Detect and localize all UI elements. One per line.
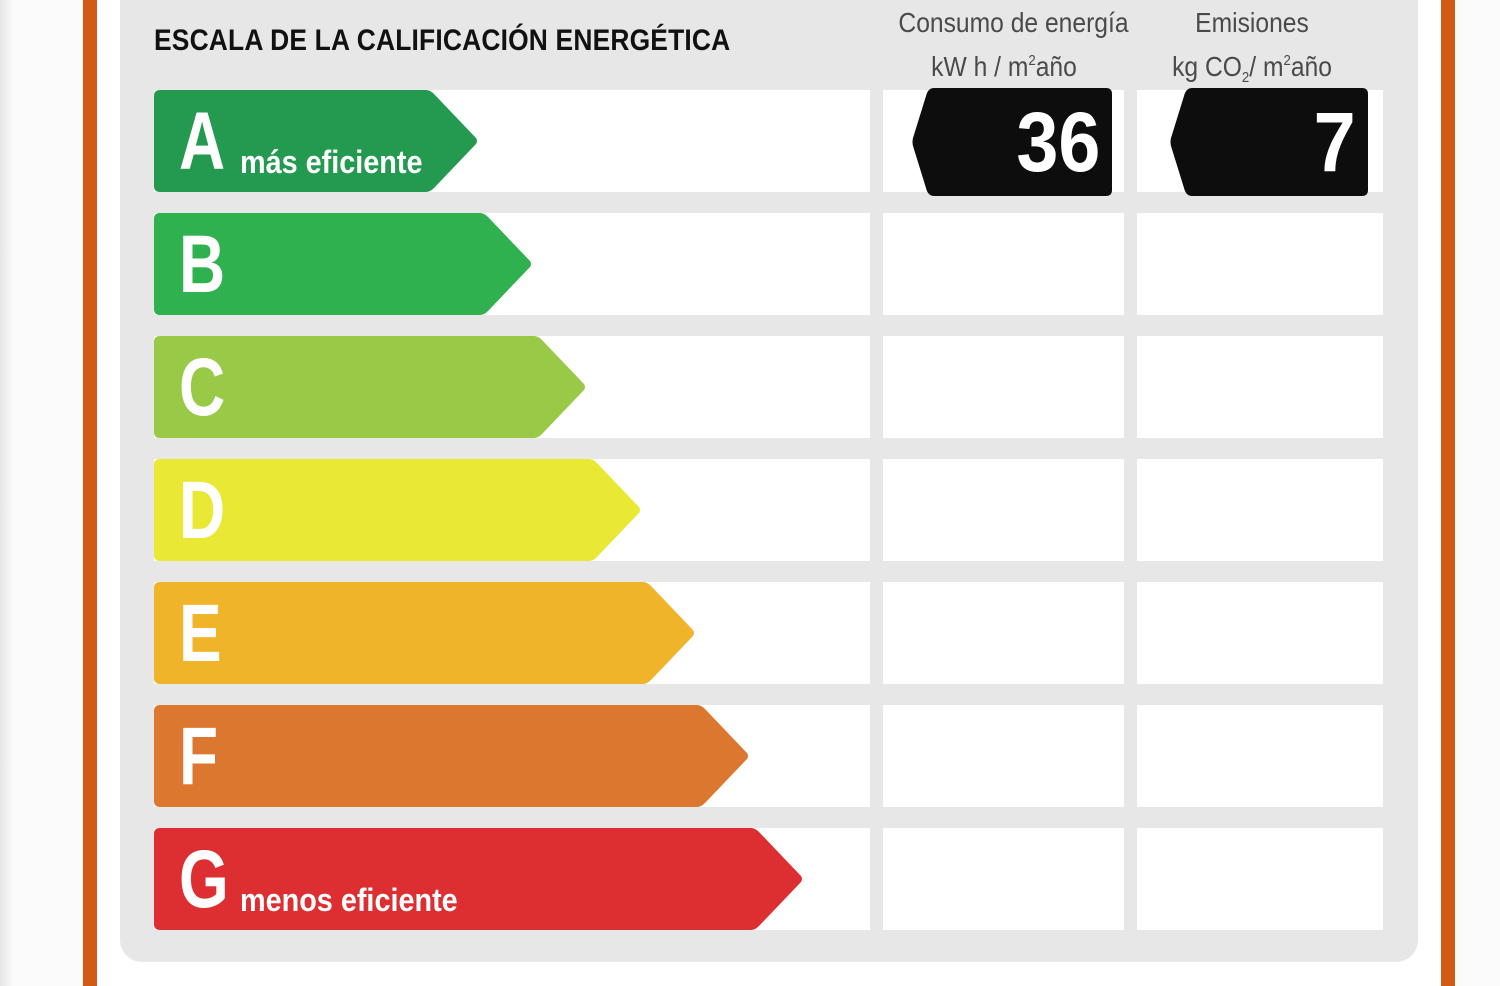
emissions-cell-c <box>1137 336 1383 438</box>
scale-title: ESCALA DE LA CALIFICACIÓN ENERGÉTICA <box>154 24 731 57</box>
emissions-cell-e <box>1137 582 1383 684</box>
energy-unit-sup: 2 <box>1028 52 1036 69</box>
rating-letter-c: C <box>179 342 226 433</box>
energy-cell-c <box>883 336 1124 438</box>
emissions-unit-suffix: año <box>1290 51 1332 82</box>
energy-header-line1: Consumo de energía <box>898 7 1129 38</box>
rating-letter-b: B <box>179 219 226 310</box>
energy-value-tag-shape <box>912 88 1112 196</box>
emissions-header-line1: Emisiones <box>1195 7 1309 38</box>
emissions-unit-sub: 2 <box>1241 69 1250 86</box>
emissions-cell-d <box>1137 459 1383 561</box>
energy-cell-e <box>883 582 1124 684</box>
energy-unit-suffix: año <box>1035 51 1077 82</box>
rating-arrow-shape-g <box>154 828 802 930</box>
emissions-unit-sup: 2 <box>1283 52 1291 69</box>
emissions-unit-prefix: kg CO <box>1172 51 1242 82</box>
energy-value-tag-fill <box>912 88 1112 196</box>
rating-arrow-shape-b <box>154 213 531 315</box>
emissions-value-tag-shape <box>1170 88 1368 196</box>
emissions-cell-g <box>1137 828 1383 930</box>
emissions-column-header: Emisiones kg CO2/ m2año <box>1146 4 1357 97</box>
page-edge-shadow <box>0 0 14 986</box>
rating-arrow-fill-e <box>154 582 694 684</box>
rating-letter-d: D <box>179 465 226 556</box>
emissions-cell-f <box>1137 705 1383 807</box>
energy-cell-g <box>883 828 1124 930</box>
rating-arrow-d: D <box>154 459 641 561</box>
rating-arrow-f: F <box>154 705 749 807</box>
rating-letter-f: F <box>179 711 219 802</box>
emissions-value-tag-value: 7 <box>1313 95 1356 189</box>
rating-arrow-fill-f <box>154 705 748 807</box>
emissions-unit-mid: / m <box>1249 51 1284 82</box>
rating-arrow-fill-c <box>154 336 585 438</box>
energy-header-unit: kW h / m2año <box>898 42 1109 86</box>
energy-value-tag: 36 <box>912 88 1112 196</box>
rating-arrow-shape-f <box>154 705 748 807</box>
rating-arrow-c: C <box>154 336 586 438</box>
rating-arrow-fill-d <box>154 459 640 561</box>
rating-arrow-e: E <box>154 582 695 684</box>
emissions-value-tag-fill <box>1170 88 1368 196</box>
rating-arrow-shape-a <box>154 90 477 192</box>
rating-letter-e: E <box>179 588 222 679</box>
orange-frame-right <box>1441 0 1455 986</box>
rating-arrow-shape-c <box>154 336 585 438</box>
energy-column-header: Consumo de energía kW h / m2año <box>898 4 1129 86</box>
energy-cell-b <box>883 213 1124 315</box>
rating-letter-a: A <box>179 96 226 187</box>
emissions-cell-b <box>1137 213 1383 315</box>
orange-frame-left <box>83 0 97 986</box>
rating-sublabel-a: más eficiente <box>240 144 423 180</box>
energy-unit-prefix: kW h / m <box>931 51 1029 82</box>
energy-value-tag-value: 36 <box>1015 95 1100 189</box>
rating-arrow-fill-a <box>154 90 477 192</box>
rating-letter-g: G <box>179 834 229 925</box>
rating-arrow-shape-d <box>154 459 640 561</box>
emissions-header-unit: kg CO2/ m2año <box>1146 42 1357 97</box>
rating-arrow-b: B <box>154 213 532 315</box>
rating-arrow-fill-g <box>154 828 802 930</box>
rating-sublabel-g: menos eficiente <box>240 882 458 918</box>
energy-cell-d <box>883 459 1124 561</box>
emissions-value-tag: 7 <box>1170 88 1368 196</box>
rating-arrow-fill-b <box>154 213 531 315</box>
energy-cell-f <box>883 705 1124 807</box>
rating-arrow-shape-e <box>154 582 694 684</box>
